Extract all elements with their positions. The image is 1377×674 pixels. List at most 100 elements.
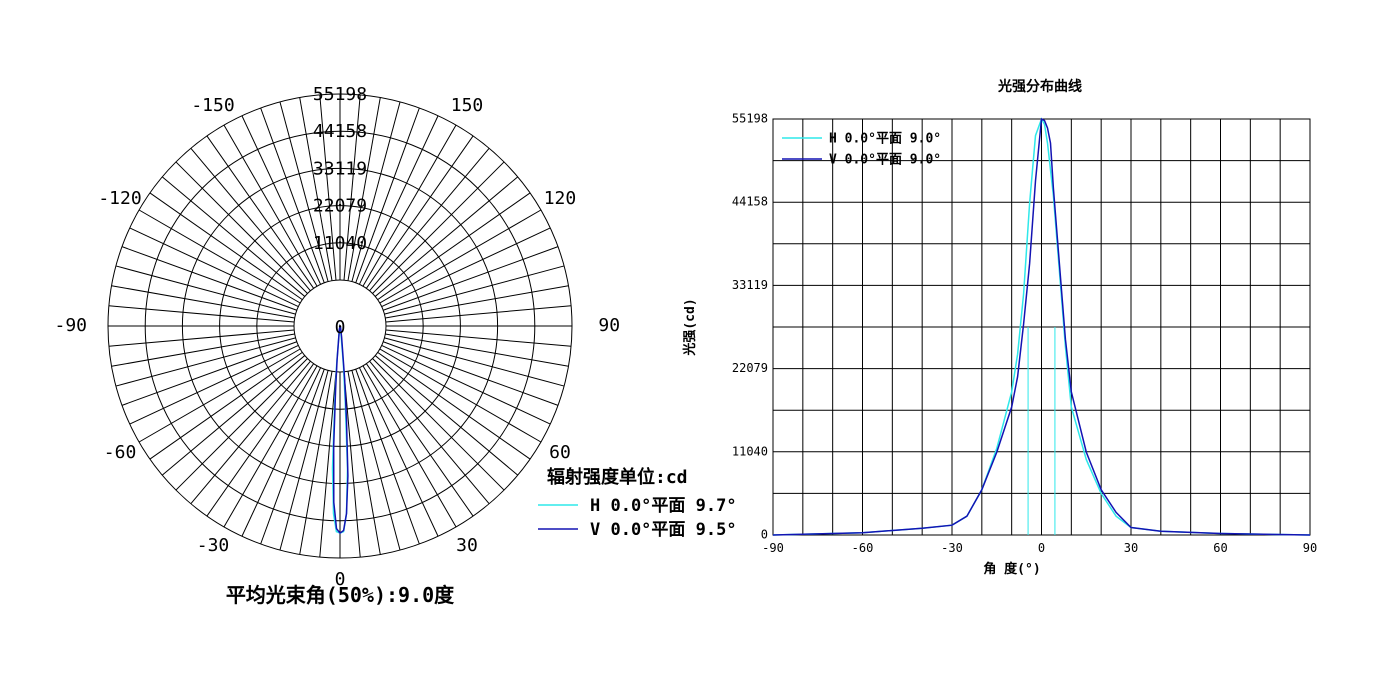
polar-spoke bbox=[223, 365, 318, 528]
polar-spoke bbox=[384, 337, 565, 387]
polar-spoke bbox=[175, 161, 308, 294]
polar-spoke bbox=[190, 360, 311, 505]
polar-spoke bbox=[175, 358, 308, 491]
polar-angle-label: -120 bbox=[98, 188, 141, 209]
polar-spoke bbox=[190, 147, 311, 292]
polar-spoke bbox=[129, 227, 299, 308]
polar-spoke bbox=[379, 348, 542, 443]
polar-spoke bbox=[385, 329, 572, 347]
polar-spoke bbox=[138, 209, 301, 304]
polar-angle-label: -30 bbox=[197, 535, 230, 556]
polar-chart: 0 11040 22079 33119 44158 55198 0 30 60 90 120 150… bbox=[55, 84, 737, 607]
polar-spoke bbox=[111, 285, 295, 319]
line-series bbox=[772, 117, 1311, 536]
polar-grid bbox=[107, 93, 573, 559]
polar-spoke bbox=[241, 367, 322, 537]
x-tick-label: -60 bbox=[852, 541, 874, 555]
polar-spoke bbox=[369, 147, 490, 292]
line-chart-legend: H 0.0°平面 9.0° V 0.0°平面 9.0° bbox=[782, 132, 941, 168]
y-tick-label: 44158 bbox=[732, 195, 768, 209]
polar-radial-label: 44158 bbox=[313, 121, 367, 142]
polar-radial-label: 11040 bbox=[313, 233, 367, 254]
polar-radial-labels: 0 11040 22079 33119 44158 55198 bbox=[313, 84, 367, 338]
line-chart-grid bbox=[772, 118, 1311, 536]
x-axis-label: 角 度(°) bbox=[983, 561, 1040, 577]
polar-angle-label: 0 bbox=[335, 569, 346, 590]
polar-spoke bbox=[279, 101, 329, 282]
polar-spoke bbox=[358, 115, 439, 285]
y-tick-label: 0 bbox=[761, 528, 768, 542]
line-legend-label: V 0.0°平面 9.0° bbox=[829, 153, 941, 168]
polar-spoke bbox=[279, 370, 329, 551]
polar-spoke bbox=[319, 94, 337, 281]
x-tick-label: -90 bbox=[762, 541, 784, 555]
polar-spoke bbox=[377, 192, 531, 301]
polar-spoke bbox=[149, 351, 303, 460]
polar-spoke bbox=[358, 367, 439, 537]
polar-spoke bbox=[161, 176, 306, 297]
polar-spoke bbox=[369, 360, 490, 505]
x-tick-label: 90 bbox=[1303, 541, 1317, 555]
polar-spoke bbox=[108, 305, 295, 323]
x-tick-label: 60 bbox=[1213, 541, 1227, 555]
polar-spoke bbox=[319, 371, 337, 558]
polar-spoke bbox=[374, 176, 519, 297]
polar-spoke bbox=[206, 363, 315, 517]
y-tick-label: 11040 bbox=[732, 444, 768, 458]
polar-spoke bbox=[355, 107, 420, 283]
polar-spoke bbox=[385, 285, 569, 319]
polar-angle-label: 30 bbox=[456, 535, 478, 556]
polar-spoke bbox=[384, 265, 565, 315]
polar-spoke bbox=[121, 246, 297, 311]
line-chart-title: 光强分布曲线 bbox=[997, 78, 1082, 95]
polar-spoke bbox=[351, 101, 401, 282]
polar-radial-label: 55198 bbox=[313, 84, 367, 105]
y-tick-label: 33119 bbox=[732, 278, 768, 292]
polar-spoke bbox=[343, 94, 361, 281]
x-tick-label: -30 bbox=[941, 541, 963, 555]
polar-angle-label: 150 bbox=[451, 95, 484, 116]
polar-spoke bbox=[121, 341, 297, 406]
polar-spoke bbox=[385, 305, 572, 323]
polar-spoke bbox=[383, 246, 559, 311]
polar-spoke bbox=[138, 348, 301, 443]
polar-spoke bbox=[381, 227, 551, 308]
polar-legend-label: V 0.0°平面 9.5° bbox=[590, 520, 737, 540]
polar-radial-label: 0 bbox=[335, 317, 346, 338]
line-legend-label: H 0.0°平面 9.0° bbox=[829, 132, 941, 147]
x-tick-label: 0 bbox=[1038, 541, 1045, 555]
polar-spoke bbox=[383, 341, 559, 406]
polar-spoke bbox=[355, 369, 420, 545]
polar-angle-label: 120 bbox=[544, 188, 577, 209]
y-tick-label: 55198 bbox=[732, 112, 768, 126]
x-tick-labels: -90 -60 -30 0 30 60 90 bbox=[762, 541, 1317, 555]
polar-spoke bbox=[372, 358, 505, 491]
polar-spoke bbox=[129, 344, 299, 425]
polar-radial-label: 33119 bbox=[313, 158, 367, 179]
polar-spoke bbox=[372, 161, 505, 294]
polar-spoke bbox=[111, 333, 295, 367]
y-tick-labels: 0 11040 22079 33119 44158 55198 bbox=[732, 112, 768, 542]
polar-spoke bbox=[351, 370, 401, 551]
polar-spoke bbox=[299, 371, 333, 555]
polar-angle-label: 90 bbox=[598, 315, 620, 336]
polar-spoke bbox=[377, 351, 531, 460]
y-tick-label: 22079 bbox=[732, 361, 768, 375]
polar-spoke bbox=[149, 192, 303, 301]
polar-spoke bbox=[241, 115, 322, 285]
polar-legend: H 0.0°平面 9.7° V 0.0°平面 9.5° bbox=[538, 496, 737, 540]
polar-angle-label: 60 bbox=[549, 442, 571, 463]
polar-legend-title: 辐射强度单位:cd bbox=[547, 466, 688, 488]
polar-spoke bbox=[161, 355, 306, 476]
polar-spoke bbox=[260, 369, 325, 545]
polar-spoke bbox=[374, 355, 519, 476]
polar-spoke bbox=[260, 107, 325, 283]
line-series-v bbox=[772, 117, 1311, 536]
polar-angle-label: -90 bbox=[55, 315, 88, 336]
polar-spoke bbox=[299, 97, 333, 281]
polar-spoke bbox=[381, 344, 551, 425]
y-axis-label: 光强(cd) bbox=[682, 298, 698, 356]
polar-series bbox=[331, 324, 349, 535]
polar-spoke bbox=[365, 363, 474, 517]
